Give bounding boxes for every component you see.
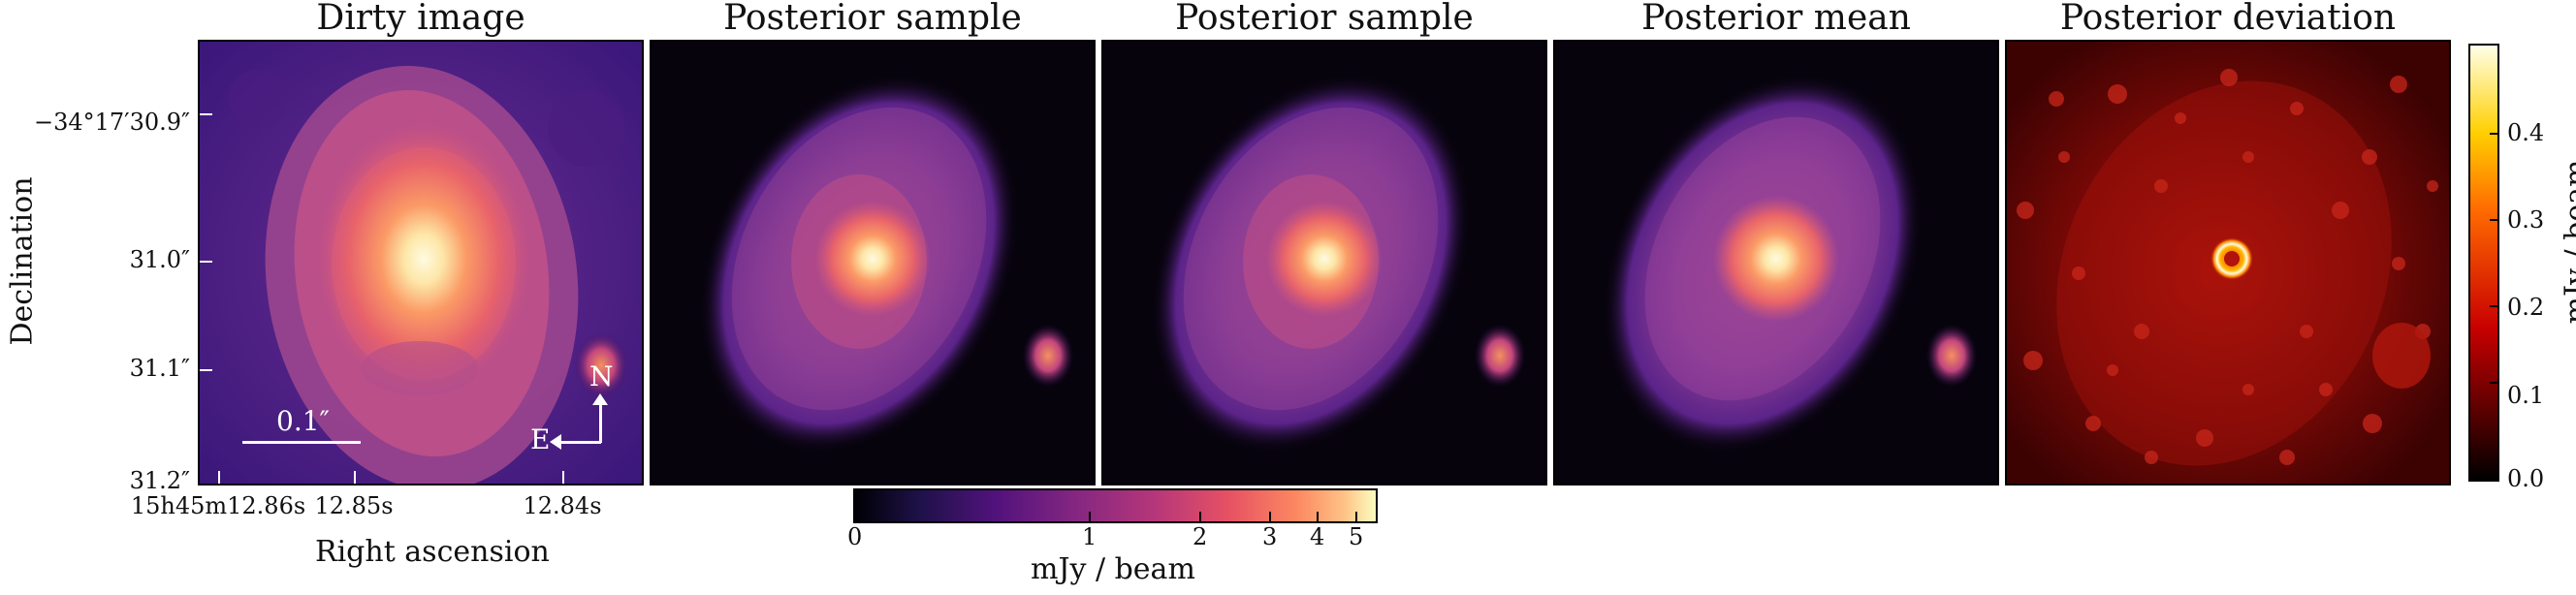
colorbar-tick: 0.3 (2507, 206, 2545, 234)
y-tick-label: 31.1″ (129, 355, 190, 382)
colorbar-label: mJy / beam (1031, 552, 1195, 586)
east-label: E (530, 423, 551, 455)
scale-bar-label: 0.1″ (276, 405, 330, 437)
x-axis-label: Right ascension (315, 535, 550, 569)
colorbar-tick: 0.1 (2507, 382, 2545, 409)
east-arrowhead (550, 434, 561, 450)
panel-title-mean: Posterior mean (1641, 0, 1911, 38)
y-tick-label: −34°17′30.9″ (33, 109, 190, 136)
colorbar-hot (2468, 44, 2499, 482)
colorbar-right-label: mJy / beam (2559, 159, 2576, 325)
colorbar-magma (853, 488, 1378, 523)
scale-bar (242, 441, 361, 444)
colorbar-tick: 0.0 (2507, 465, 2545, 492)
colorbar-tick: 2 (1193, 523, 1208, 550)
east-arrow (557, 441, 601, 444)
y-tick-label: 31.2″ (129, 467, 190, 494)
panel-title-deviation: Posterior deviation (2059, 0, 2397, 38)
panel-title-dirty: Dirty image (316, 0, 525, 38)
posterior-mean-panel (1554, 41, 1998, 485)
colorbar-tick: 0.2 (2507, 294, 2545, 321)
y-tick-label: 31.0″ (129, 246, 190, 273)
x-tick-label: 15h45m12.86s (130, 492, 306, 519)
north-arrow (599, 399, 602, 443)
north-arrowhead (592, 393, 608, 405)
panel-title-sample-1: Posterior sample (723, 0, 1022, 38)
colorbar-tick: 5 (1349, 523, 1364, 550)
panel-title-sample-2: Posterior sample (1175, 0, 1474, 38)
posterior-deviation-panel (2006, 41, 2450, 485)
colorbar-tick: 1 (1082, 523, 1097, 550)
colorbar-tick: 3 (1262, 523, 1278, 550)
y-axis-label: Declination (5, 176, 40, 346)
x-tick-label: 12.85s (314, 492, 394, 519)
x-tick-label: 12.84s (523, 492, 602, 519)
colorbar-tick: 0.4 (2507, 119, 2545, 146)
north-label: N (589, 360, 614, 392)
dirty-image-panel: 0.1″ N E (199, 41, 643, 485)
colorbar-tick: 4 (1310, 523, 1325, 550)
colorbar-tick: 0 (847, 523, 863, 550)
posterior-sample-1-panel (651, 41, 1095, 485)
posterior-sample-2-panel (1102, 41, 1546, 485)
